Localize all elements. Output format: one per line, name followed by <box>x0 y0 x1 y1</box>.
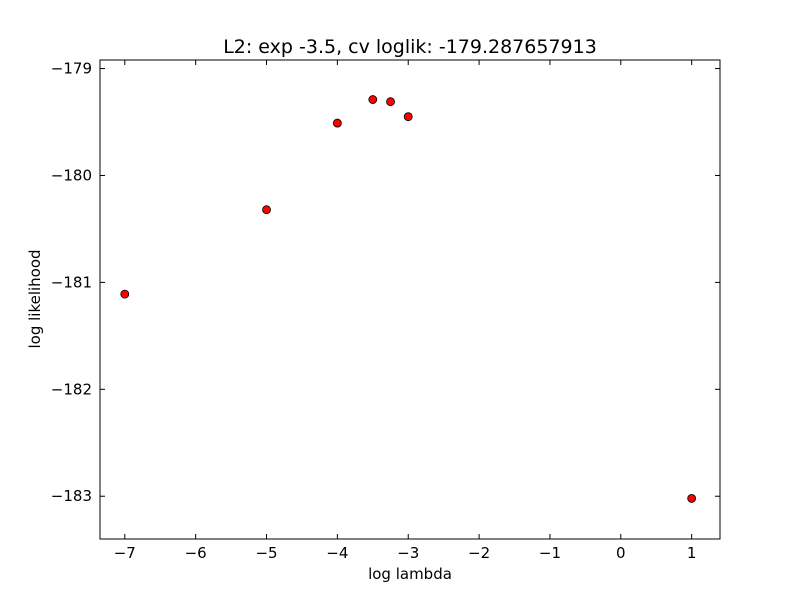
data-point <box>332 118 342 128</box>
data-point <box>120 289 130 299</box>
x-tick-label: −2 <box>468 544 490 562</box>
data-point <box>386 97 395 107</box>
y-tick-label: −179 <box>51 60 92 78</box>
y-axis-ticks: −179 −180 −181 −182 −183 <box>51 60 720 505</box>
x-tick-label: −5 <box>255 544 277 562</box>
plot-area: −7 −6 −5 −4 −3 −2 −1 0 1 −179 −180 −181 −182 −183 <box>51 59 721 562</box>
data-point <box>368 95 378 104</box>
y-tick-label: −180 <box>51 166 92 184</box>
x-tick-label: −3 <box>397 544 419 562</box>
data-point <box>687 493 697 503</box>
chart-title: L2: exp -3.5, cv loglik: -179.287657913 <box>223 36 597 58</box>
x-axis-label: log lambda <box>368 565 452 583</box>
x-tick-label: 0 <box>616 544 626 562</box>
x-tick-label: −1 <box>539 544 561 562</box>
x-tick-label: −7 <box>114 544 136 562</box>
data-points <box>120 95 697 503</box>
data-point <box>262 205 271 215</box>
x-tick-label: 1 <box>687 544 697 562</box>
y-tick-label: −182 <box>51 380 92 398</box>
x-tick-label: −6 <box>185 544 207 562</box>
y-tick-label: −181 <box>51 273 92 291</box>
y-axis-label: log likelihood <box>26 249 44 348</box>
y-tick-label: −183 <box>51 487 92 505</box>
x-axis-ticks: −7 −6 −5 −4 −3 −2 −1 0 1 <box>114 60 697 562</box>
data-point <box>403 112 413 122</box>
x-tick-label: −4 <box>326 544 348 562</box>
axes-frame <box>99 59 721 540</box>
